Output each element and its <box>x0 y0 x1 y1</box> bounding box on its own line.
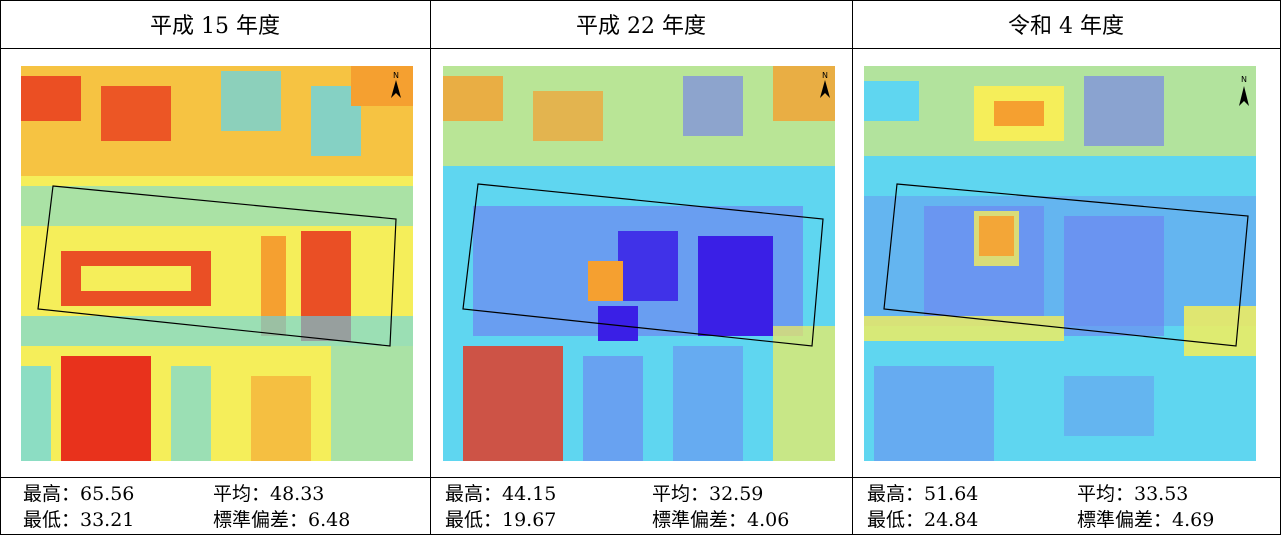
stat-max: 最高：44.15 <box>445 483 557 505</box>
column-divider-2 <box>852 0 853 535</box>
thermal-map-h22: N <box>443 66 835 461</box>
header-divider <box>0 48 1281 49</box>
panel-stats: 最高：44.15 平均：32.59 最低：19.67 標準偏差：4.06 <box>430 481 852 535</box>
stat-max: 最高：65.56 <box>23 483 135 505</box>
panel-h22: 平成 22 年度 N 最高：44.15 平均：32.59 最低：19.67 標準 <box>430 0 852 535</box>
panel-title: 平成 15 年度 <box>150 14 280 39</box>
panel-h15: 平成 15 年度 N 最高：65.56 平均：48.3 <box>0 0 430 535</box>
stat-mean: 平均：33.53 <box>1077 483 1189 505</box>
stats-divider <box>0 477 1281 478</box>
thermal-map-r4: N <box>864 66 1256 461</box>
thermal-map-h15: N <box>21 66 413 461</box>
table-left-border <box>0 0 1 535</box>
stat-min: 最低：24.84 <box>867 509 979 531</box>
thermal-map-image: N <box>864 66 1256 461</box>
stat-min: 最低：33.21 <box>23 509 135 531</box>
panel-r4: 令和 4 年度 N 最高：51.64 平均：33.53 最低：24.84 <box>852 0 1280 535</box>
stat-max: 最高：51.64 <box>867 483 979 505</box>
stat-mean: 平均：32.59 <box>652 483 764 505</box>
panel-stats: 最高：51.64 平均：33.53 最低：24.84 標準偏差：4.69 <box>852 481 1280 535</box>
panel-title: 令和 4 年度 <box>1008 14 1124 39</box>
stat-mean: 平均：48.33 <box>213 483 325 505</box>
stat-std: 標準偏差：4.06 <box>652 509 790 531</box>
stat-min: 最低：19.67 <box>445 509 557 531</box>
stat-std: 標準偏差：4.69 <box>1077 509 1215 531</box>
north-arrow-label: N <box>822 71 828 80</box>
north-arrow-label: N <box>393 71 399 80</box>
column-divider-1 <box>430 0 431 535</box>
thermal-map-image: N <box>21 66 413 461</box>
thermal-map-image: N <box>443 66 835 461</box>
panel-title: 平成 22 年度 <box>576 14 706 39</box>
stat-std: 標準偏差：6.48 <box>213 509 351 531</box>
north-arrow-label: N <box>1241 75 1247 84</box>
table-top-border <box>0 0 1281 1</box>
panel-stats: 最高：65.56 平均：48.33 最低：33.21 標準偏差：6.48 <box>0 481 430 535</box>
